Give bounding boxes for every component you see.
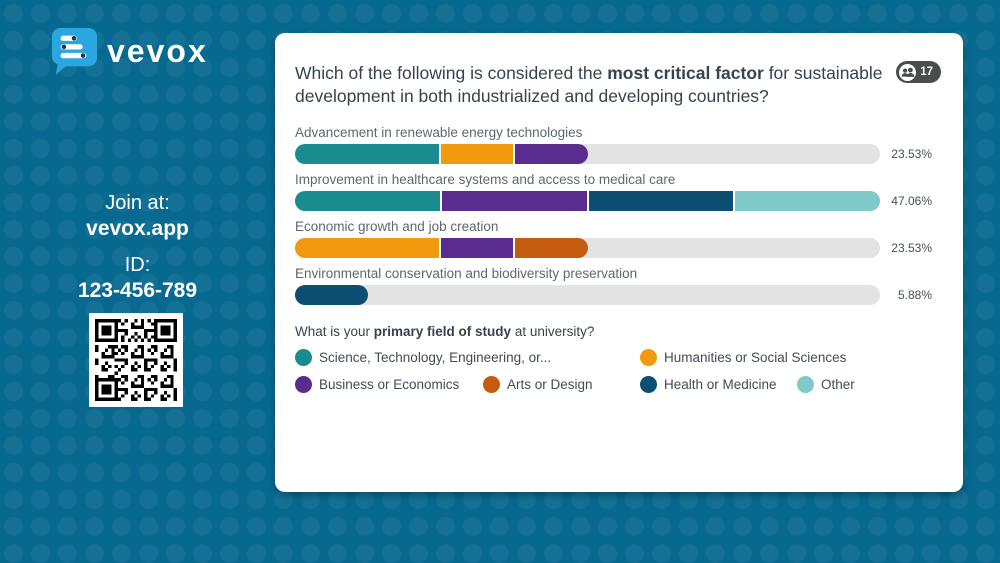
participant-count: 17 xyxy=(920,66,933,78)
join-info: Join at: vevox.app ID: 123-456-789 xyxy=(0,191,275,303)
poll-question: Which of the following is considered the… xyxy=(295,62,895,108)
legend-item: Arts or Design xyxy=(483,376,640,393)
legend-dot-teal xyxy=(295,349,312,366)
legend-item: Health or Medicine xyxy=(640,376,797,393)
legend-title: What is your primary field of study at u… xyxy=(295,324,932,339)
bar-segment-navy xyxy=(588,191,734,211)
qr-code xyxy=(89,313,183,407)
join-url: vevox.app xyxy=(86,217,189,240)
legend-item: Business or Economics xyxy=(295,376,483,393)
option-label: Improvement in healthcare systems and ac… xyxy=(295,172,676,187)
result-bar-track xyxy=(295,144,880,164)
poll-option-row: Environmental conservation and biodivers… xyxy=(295,266,932,305)
bar-segment-purple xyxy=(441,191,587,211)
legend-label: Science, Technology, Engineering, or... xyxy=(319,350,552,365)
poll-option-row: Improvement in healthcare systems and ac… xyxy=(295,172,932,211)
option-percentage: 5.88% xyxy=(897,288,932,302)
option-percentage: 23.53% xyxy=(891,147,932,161)
bar-segment-teal xyxy=(295,191,440,211)
legend-dot-aqua xyxy=(797,376,814,393)
bar-segment-orange xyxy=(295,238,440,258)
legend-dot-rust xyxy=(483,376,500,393)
crossbreak-legend: What is your primary field of study at u… xyxy=(295,324,932,393)
participant-count-badge: 17 xyxy=(896,61,941,83)
legend-title-after: at university? xyxy=(511,324,595,339)
poll-card: Which of the following is considered the… xyxy=(275,33,963,492)
bar-segment-aqua xyxy=(735,191,880,211)
legend-item: Humanities or Social Sciences xyxy=(640,349,846,366)
legend-label: Business or Economics xyxy=(319,377,460,392)
vevox-logo: vevox xyxy=(50,26,208,76)
question-text-after: for sustainable development in both indu… xyxy=(295,63,883,106)
bar-segment-teal xyxy=(295,144,440,164)
legend-item: Science, Technology, Engineering, or... xyxy=(295,349,640,366)
legend-dot-navy xyxy=(640,376,657,393)
legend-row: Business or Economics Arts or Design Healt… xyxy=(295,376,932,393)
bar-segment-rust xyxy=(515,238,588,258)
question-text: Which of the following is considered the xyxy=(295,63,608,83)
legend-label: Humanities or Social Sciences xyxy=(664,350,847,365)
bar-segment-purple xyxy=(441,238,514,258)
option-label: Economic growth and job creation xyxy=(295,219,499,234)
option-percentage: 23.53% xyxy=(891,241,932,255)
session-id-value: 123-456-789 xyxy=(77,279,198,302)
option-label: Advancement in renewable energy technolo… xyxy=(295,125,583,140)
poll-option-row: Economic growth and job creation 23.53% xyxy=(295,219,932,258)
bar-segment-orange xyxy=(441,144,514,164)
bar-segment-purple xyxy=(515,144,588,164)
legend-dot-purple xyxy=(295,376,312,393)
question-bold-text: most critical factor xyxy=(607,63,764,83)
option-percentage: 47.06% xyxy=(891,194,932,208)
session-id-label: ID: xyxy=(124,254,151,276)
poll-option-row: Advancement in renewable energy technolo… xyxy=(295,125,932,164)
legend-title-text: What is your xyxy=(295,324,374,339)
legend-title-bold: primary field of study xyxy=(373,324,512,339)
result-bar-track xyxy=(295,191,880,211)
result-bar-track xyxy=(295,238,880,258)
legend-row: Science, Technology, Engineering, or... H… xyxy=(295,349,932,366)
people-icon xyxy=(899,63,917,81)
legend-item: Other xyxy=(797,376,855,393)
legend-label: Arts or Design xyxy=(507,377,593,392)
bar-segment-navy xyxy=(295,285,369,305)
vevox-logo-icon xyxy=(51,27,98,75)
legend-label: Other xyxy=(821,377,855,392)
join-at-label: Join at: xyxy=(105,192,170,214)
option-label: Environmental conservation and biodivers… xyxy=(295,266,638,281)
vevox-wordmark: vevox xyxy=(107,33,208,69)
poll-results: Advancement in renewable energy technolo… xyxy=(295,125,932,305)
legend-label: Health or Medicine xyxy=(664,377,777,392)
result-bar-track xyxy=(295,285,880,305)
legend-dot-orange xyxy=(640,349,657,366)
